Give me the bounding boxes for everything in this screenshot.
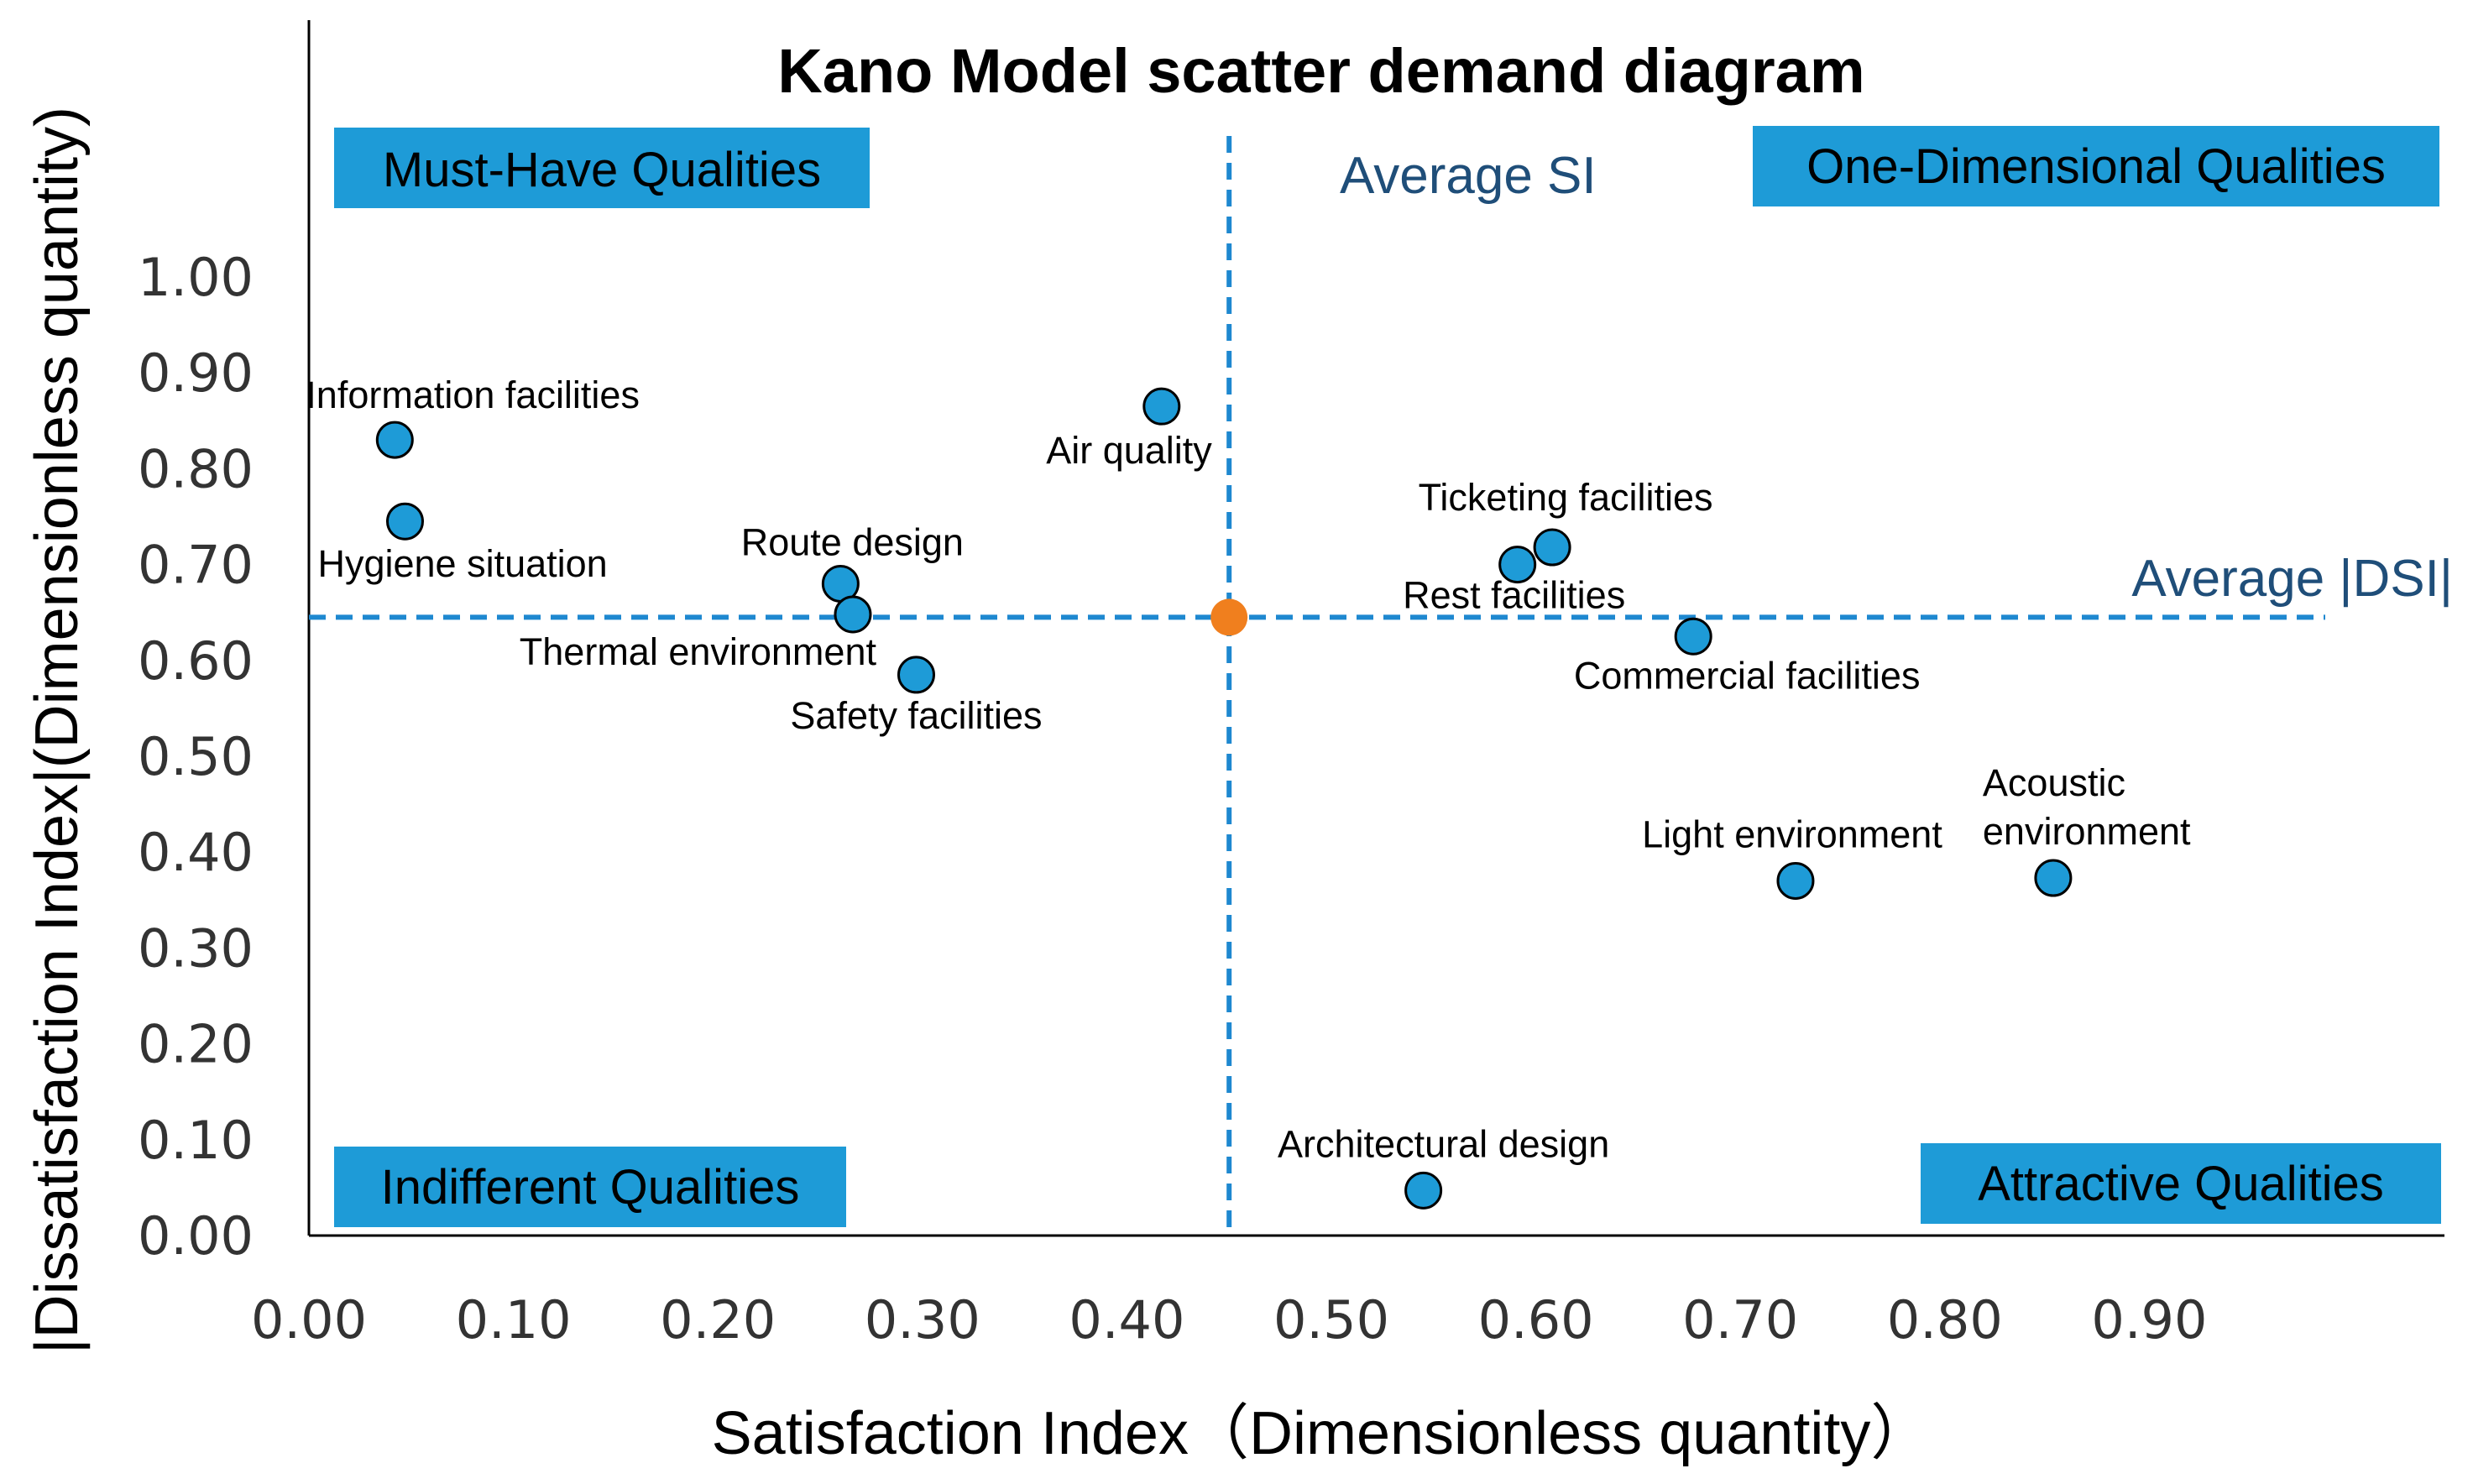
y-tick-label: 0.40 [138, 822, 254, 883]
average-si-label: Average SI [1340, 147, 1597, 205]
x-tick-label: 0.40 [1069, 1289, 1184, 1351]
scatter-point [2034, 859, 2073, 897]
must-have-label: Must-Have Qualities [383, 143, 821, 197]
x-tick-label: 0.60 [1478, 1289, 1594, 1351]
one-dimensional-label: One-Dimensional Qualities [1806, 139, 2386, 194]
scatter-point [1674, 617, 1712, 656]
scatter-point [1404, 1171, 1443, 1210]
y-tick-label: 0.70 [138, 535, 254, 596]
y-tick-label: 1.00 [138, 247, 254, 308]
x-tick-label: 0.80 [1887, 1289, 2003, 1351]
x-tick-label: 0.50 [1273, 1289, 1389, 1351]
point-label: Route design [741, 520, 964, 563]
y-tick-label: 0.60 [138, 630, 254, 692]
y-axis-title: |Dissatisfaction Index|(Dimensionless qu… [24, 107, 91, 1354]
scatter-point [1142, 387, 1181, 426]
attractive-box [1921, 1143, 2441, 1224]
point-label: Thermal environment [520, 630, 877, 673]
data-points: Information facilities Hygiene situation A… [306, 374, 2191, 1210]
point-label: Information facilities [306, 374, 640, 416]
y-tick-labels: 0.00 0.10 0.20 0.30 0.40 0.50 0.60 0.70 0.80 0.90… [138, 247, 254, 1267]
indifferent-box [334, 1147, 846, 1227]
y-tick-label: 0.80 [138, 438, 254, 499]
scatter-point [897, 656, 935, 694]
y-tick-label: 0.50 [138, 726, 254, 787]
scatter-point [385, 502, 424, 541]
chart-title: Kano Model scatter demand diagram [777, 36, 1864, 106]
y-tick-label: 0.90 [138, 342, 254, 404]
point-label: Acoustic [1983, 761, 2125, 804]
scatter-point [375, 421, 414, 459]
point-label: Architectural design [1278, 1122, 1609, 1165]
scatter-point [834, 595, 872, 634]
y-tick-label: 0.00 [138, 1205, 254, 1267]
x-tick-label: 0.20 [660, 1289, 776, 1351]
x-tick-label: 0.10 [456, 1289, 572, 1351]
scatter-point [1533, 528, 1571, 567]
y-tick-label: 0.30 [138, 917, 254, 979]
average-dsi-label: Average |DSI| [2131, 550, 2453, 608]
point-label: Air quality [1046, 429, 1212, 472]
x-tick-label: 0.70 [1682, 1289, 1798, 1351]
one-dimensional-box [1753, 126, 2439, 206]
x-axis-title: Satisfaction Index（Dimensionless quantit… [712, 1400, 1932, 1467]
point-label: Rest facilities [1403, 574, 1625, 617]
point-label: Commercial facilities [1574, 654, 1921, 697]
point-label-line2: environment [1983, 810, 2191, 853]
point-label: Light environment [1642, 813, 1942, 855]
average-point [1210, 598, 1248, 636]
attractive-label: Attractive Qualities [1978, 1157, 2384, 1211]
x-tick-labels: 0.00 0.10 0.20 0.30 0.40 0.50 0.60 0.70 0.80 0.90 [251, 1289, 2207, 1351]
point-label: Ticketing facilities [1419, 476, 1713, 519]
x-tick-label: 0.90 [2091, 1289, 2207, 1351]
indifferent-label: Indifferent Qualities [381, 1160, 800, 1215]
scatter-point [1498, 546, 1537, 584]
point-label: Hygiene situation [317, 542, 607, 585]
must-have-box [334, 128, 870, 208]
x-tick-label: 0.00 [251, 1289, 367, 1351]
y-tick-label: 0.20 [138, 1014, 254, 1075]
y-tick-label: 0.10 [138, 1110, 254, 1171]
point-label: Safety facilities [790, 694, 1042, 737]
x-tick-label: 0.30 [865, 1289, 980, 1351]
scatter-point [1776, 861, 1815, 900]
